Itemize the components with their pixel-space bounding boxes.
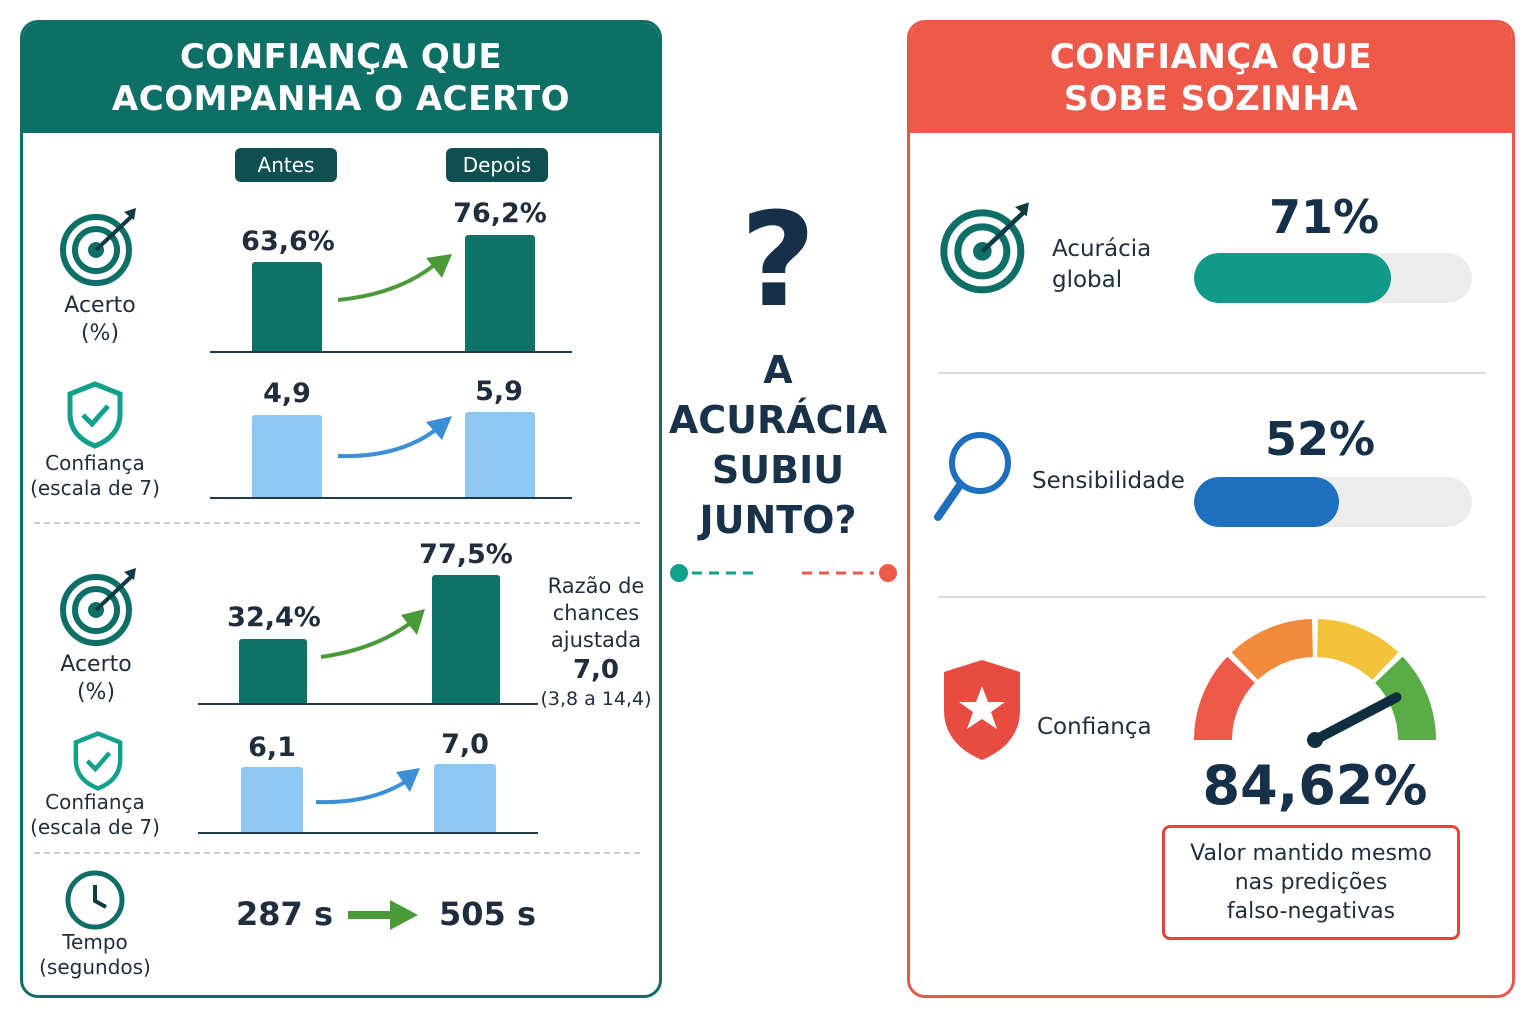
increase-arrow-icon <box>320 609 425 659</box>
accuracy-progress-fill <box>1194 253 1392 303</box>
accuracy-progress-track <box>1194 253 1472 303</box>
confidence-before-bar-1 <box>252 415 322 498</box>
section-divider <box>34 522 640 524</box>
connector-line <box>670 564 897 582</box>
target-icon <box>60 208 136 286</box>
right-title-line2: SOBE SOZINHA <box>1063 79 1359 119</box>
baseline-4 <box>198 832 538 834</box>
right-panel-header: CONFIANÇA QUE SOBE SOZINHA <box>910 23 1512 133</box>
increase-arrow-icon <box>337 254 452 302</box>
confidence-after-value-1: 5,9 <box>475 376 523 407</box>
confidence-before-value-1: 4,9 <box>263 378 311 409</box>
sensitivity-progress-track <box>1194 477 1472 527</box>
accuracy-before-bar-1 <box>252 262 322 352</box>
confidence-gauge <box>1194 619 1436 748</box>
increase-arrow-icon <box>315 768 420 805</box>
clock-icon <box>65 870 125 930</box>
left-title-line1: CONFIANÇA QUE <box>179 37 503 77</box>
time-label-line1: Tempo <box>62 930 128 954</box>
accuracy-label-1-line1: Acerto <box>64 293 136 318</box>
gauge-needle <box>1310 692 1402 745</box>
baseline-3 <box>198 703 538 705</box>
baseline-2 <box>210 497 572 499</box>
sensitivity-metric-value: 52% <box>1264 412 1376 466</box>
accuracy-after-value-2: 77,5% <box>419 539 513 570</box>
accuracy-label-1-line2: (%) <box>80 321 120 346</box>
shield-star-icon <box>944 660 1020 760</box>
accuracy-after-bar-2 <box>432 575 500 704</box>
center-question-line4: JUNTO? <box>699 498 857 542</box>
confidence-label-1-line1: Confiança <box>45 451 145 475</box>
odds-label-line3: ajustada <box>550 628 642 652</box>
time-label-line2: (segundos) <box>39 955 151 979</box>
confidence-after-bar-1 <box>465 412 535 498</box>
confidence-after-bar-2 <box>434 764 496 833</box>
odds-label-line1: Razão de <box>547 574 645 598</box>
shield-check-icon <box>67 381 123 449</box>
metric-divider <box>938 372 1486 374</box>
odds-ratio-block: Razão de chances ajustada 7,0 (3,8 a 14,… <box>540 573 652 713</box>
sensitivity-progress-fill <box>1194 477 1339 527</box>
center-question: A ACURÁCIA SUBIU JUNTO? <box>668 345 888 545</box>
accuracy-metric-label-line2: global <box>1052 267 1123 293</box>
confidence-label-2-line1: Confiança <box>45 790 145 814</box>
confidence-after-value-2: 7,0 <box>441 729 489 760</box>
note-line3: falso-negativas <box>1226 899 1396 924</box>
time-after-value: 505 s <box>439 895 536 933</box>
left-title-line2: ACOMPANHA O ACERTO <box>111 79 571 119</box>
center-question-line1: A <box>763 348 793 392</box>
odds-value: 7,0 <box>572 655 620 685</box>
shield-check-icon <box>73 731 123 791</box>
sensitivity-metric-label: Sensibilidade <box>1032 468 1185 494</box>
right-arrow-icon <box>348 900 418 930</box>
accuracy-before-bar-2 <box>239 639 307 704</box>
accuracy-before-value-2: 32,4% <box>227 602 321 633</box>
right-title-line1: CONFIANÇA QUE <box>1049 37 1373 77</box>
col-after-label: Depois <box>446 148 548 182</box>
confidence-before-bar-2 <box>241 767 303 833</box>
accuracy-label-2: Acerto (%) <box>36 651 156 707</box>
metric-divider <box>938 596 1486 598</box>
confidence-metric-label: Confiança <box>1037 714 1152 740</box>
baseline-1 <box>210 351 572 353</box>
accuracy-label-2-line1: Acerto <box>60 652 132 677</box>
accuracy-metric-label: Acurácia global <box>1052 234 1151 296</box>
target-icon <box>60 568 136 646</box>
accuracy-after-value-1: 76,2% <box>453 198 547 229</box>
time-before-value: 287 s <box>236 895 333 933</box>
center-question-line3: SUBIU <box>711 448 845 492</box>
note-line1: Valor mantido mesmo <box>1190 841 1432 866</box>
accuracy-label-2-line2: (%) <box>76 680 116 705</box>
magnifier-icon <box>934 432 1011 521</box>
center-question-line2: ACURÁCIA <box>668 398 888 442</box>
left-panel: CONFIANÇA QUE ACOMPANHA O ACERTO <box>20 20 662 998</box>
confidence-metric-value: 84,62% <box>1202 754 1428 817</box>
odds-label-line2: chances <box>552 601 640 625</box>
odds-ci: (3,8 a 14,4) <box>540 688 652 710</box>
target-icon <box>940 202 1029 294</box>
confidence-before-value-2: 6,1 <box>248 732 296 763</box>
confidence-label-1-line2: (escala de 7) <box>30 476 160 500</box>
accuracy-metric-label-line1: Acurácia <box>1052 236 1152 262</box>
accuracy-metric-value: 71% <box>1268 190 1380 244</box>
accuracy-before-value-1: 63,6% <box>241 226 335 257</box>
accuracy-label-1: Acerto (%) <box>40 292 160 348</box>
question-mark: ? <box>740 184 816 336</box>
left-panel-header: CONFIANÇA QUE ACOMPANHA O ACERTO <box>23 23 659 133</box>
section-divider <box>34 852 640 854</box>
confidence-label-1: Confiança (escala de 7) <box>25 451 165 501</box>
false-negative-note: Valor mantido mesmo nas predições falso-… <box>1162 825 1460 940</box>
note-line2: nas predições <box>1234 870 1388 895</box>
confidence-label-2-line2: (escala de 7) <box>30 815 160 839</box>
col-before-label: Antes <box>235 148 337 182</box>
confidence-label-2: Confiança (escala de 7) <box>25 790 165 840</box>
increase-arrow-icon <box>337 416 452 459</box>
time-label: Tempo (segundos) <box>25 930 165 980</box>
accuracy-after-bar-1 <box>465 235 535 352</box>
